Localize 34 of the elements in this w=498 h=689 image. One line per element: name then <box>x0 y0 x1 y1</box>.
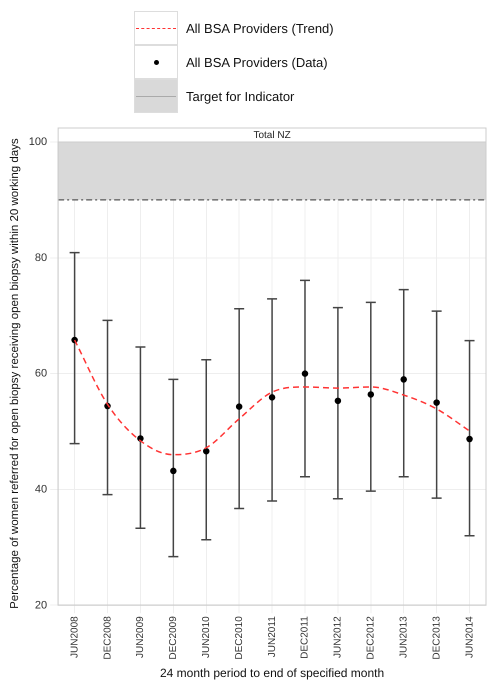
y-tick-label: 20 <box>34 599 48 612</box>
x-tick-label: DEC2010 <box>234 616 245 660</box>
x-tick-label: JUN2011 <box>266 616 278 658</box>
x-tick-label: JUN2012 <box>332 616 344 658</box>
point <box>268 394 276 401</box>
y-axis-title: Percentage of women referred for open biopsy receiving open biopsy within 20 working days <box>9 138 22 609</box>
y-tick-label: 40 <box>34 483 48 496</box>
point <box>236 403 242 410</box>
x-tick-label: DEC2013 <box>431 616 442 660</box>
point <box>334 398 342 404</box>
x-tick-label: JUN2009 <box>135 616 146 658</box>
point <box>400 376 407 383</box>
point <box>466 436 473 442</box>
x-tick-label: DEC2008 <box>102 616 114 660</box>
y-tick-label: 100 <box>28 136 48 148</box>
x-tick-label: JUN2008 <box>69 616 80 658</box>
y-tick-label: 80 <box>34 252 48 264</box>
band-label: Target for Indicator <box>186 88 294 104</box>
y-tick-label: 60 <box>34 368 48 380</box>
x-tick-label: DEC2012 <box>366 616 377 660</box>
x-tick-label: JUN2013 <box>398 616 410 658</box>
x-tick-label: DEC2011 <box>300 616 311 659</box>
point <box>203 448 210 454</box>
point <box>368 391 374 398</box>
point <box>433 399 440 406</box>
x-tick-label: DEC2009 <box>168 616 180 660</box>
legend-label: All BSA Providers (Trend) <box>186 20 334 36</box>
chart-subtitle: Total NZ <box>253 130 291 141</box>
x-axis-title: 24 month period to end of specified month <box>160 666 384 680</box>
point <box>170 468 177 474</box>
x-tick-label: JUN2014 <box>464 616 476 658</box>
point <box>302 370 308 377</box>
legend-label: All BSA Providers (Data) <box>186 54 328 70</box>
x-tick-label: JUN2010 <box>201 616 212 658</box>
